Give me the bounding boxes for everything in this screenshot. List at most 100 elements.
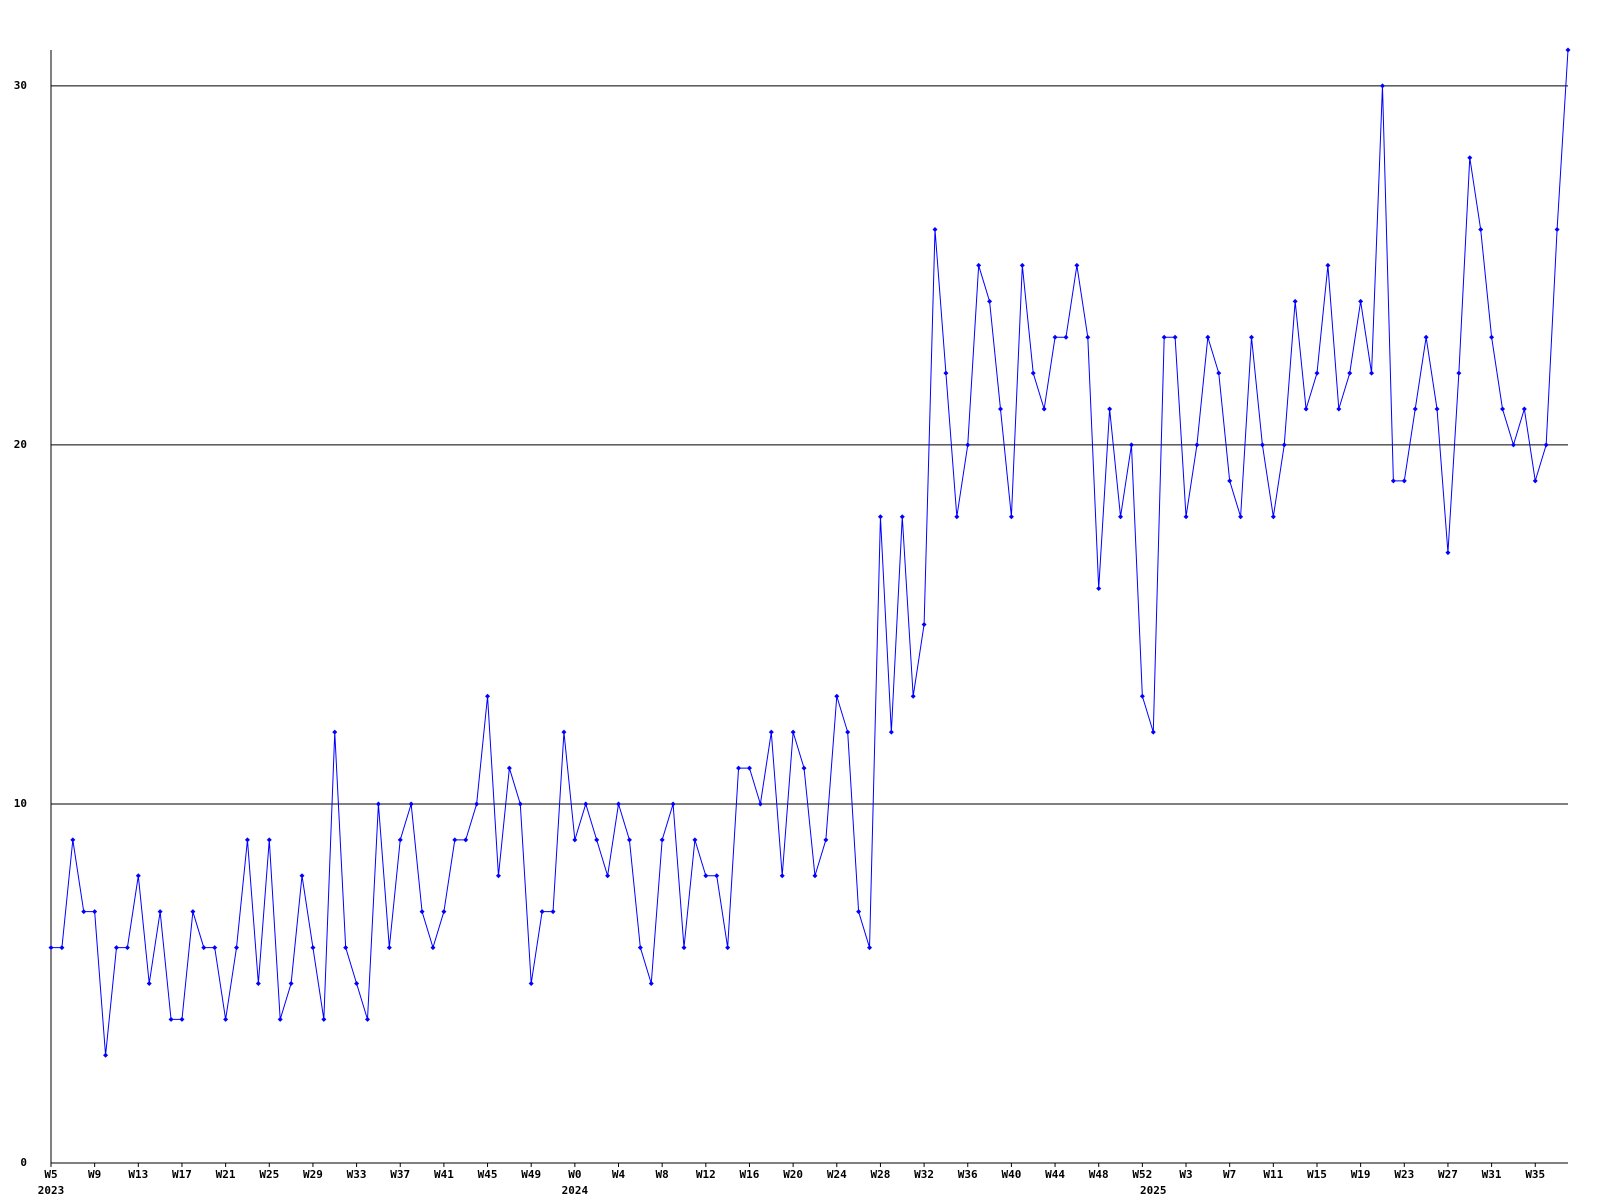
data-point [1172, 334, 1178, 340]
data-point [605, 873, 611, 879]
x-tick-label: W16 [740, 1168, 760, 1181]
data-point [1205, 334, 1211, 340]
x-tick-label: W13 [128, 1168, 148, 1181]
data-point [1052, 334, 1058, 340]
data-point [987, 298, 993, 304]
data-point [452, 837, 458, 843]
data-point [244, 837, 250, 843]
data-point [539, 909, 545, 915]
data-point [1401, 478, 1407, 484]
x-tick-label: W25 [259, 1168, 279, 1181]
x-tick-label: W29 [303, 1168, 323, 1181]
data-point [1379, 83, 1385, 89]
data-point [1118, 514, 1124, 520]
data-point [550, 909, 556, 915]
data-point [965, 442, 971, 448]
data-point [1543, 442, 1549, 448]
data-point [746, 765, 752, 771]
x-tick-label: W15 [1307, 1168, 1327, 1181]
x-year-label: 2024 [562, 1184, 589, 1197]
data-point [1347, 370, 1353, 376]
data-point [190, 909, 196, 915]
data-point [823, 837, 829, 843]
data-point [1292, 298, 1298, 304]
data-point [1085, 334, 1091, 340]
x-year-label: 2025 [1140, 1184, 1167, 1197]
data-point [81, 909, 87, 915]
data-point [1270, 514, 1276, 520]
x-year-label: 2023 [38, 1184, 65, 1197]
x-tick-label: W49 [521, 1168, 541, 1181]
data-point [408, 801, 414, 807]
data-point [255, 980, 261, 986]
data-point [1063, 334, 1069, 340]
data-point [386, 945, 392, 951]
data-point [1041, 406, 1047, 412]
x-tick-label: W31 [1482, 1168, 1502, 1181]
data-point [932, 227, 938, 233]
data-point [528, 980, 534, 986]
x-tick-label: W12 [696, 1168, 716, 1181]
data-point [976, 262, 982, 268]
data-point [1510, 442, 1516, 448]
x-tick-label: W11 [1263, 1168, 1283, 1181]
x-tick-label: W24 [827, 1168, 847, 1181]
data-point [648, 980, 654, 986]
data-point [845, 729, 851, 735]
data-point [1325, 262, 1331, 268]
data-point [1336, 406, 1342, 412]
data-point [1281, 442, 1287, 448]
y-tick-label: 30 [14, 79, 27, 92]
x-tick-label: W23 [1394, 1168, 1414, 1181]
data-point [310, 945, 316, 951]
data-point [1259, 442, 1265, 448]
data-point [212, 945, 218, 951]
x-tick-label: W27 [1438, 1168, 1458, 1181]
data-point [561, 729, 567, 735]
data-point [59, 945, 65, 951]
data-line [51, 49, 1569, 1056]
x-tick-label: W4 [612, 1168, 626, 1181]
data-point [441, 909, 447, 915]
x-tick-label: W19 [1351, 1168, 1371, 1181]
data-point [910, 693, 916, 699]
x-tick-label: W5 [44, 1168, 57, 1181]
data-point [594, 837, 600, 843]
data-point [1500, 406, 1506, 412]
data-point [1532, 478, 1538, 484]
data-point [572, 837, 578, 843]
data-point [364, 1016, 370, 1022]
data-point [1423, 334, 1429, 340]
data-point [616, 801, 622, 807]
data-point [168, 1016, 174, 1022]
data-point [1019, 262, 1025, 268]
data-point [375, 801, 381, 807]
data-point [637, 945, 643, 951]
data-point [1096, 586, 1102, 592]
data-point [790, 729, 796, 735]
x-tick-label: W7 [1223, 1168, 1236, 1181]
data-point [201, 945, 207, 951]
data-point [812, 873, 818, 879]
data-point [681, 945, 687, 951]
data-point [1521, 406, 1527, 412]
x-tick-label: W37 [390, 1168, 410, 1181]
x-tick-label: W40 [1001, 1168, 1021, 1181]
data-point [921, 621, 927, 627]
data-point [1216, 370, 1222, 376]
data-point [474, 801, 480, 807]
x-tick-label: W35 [1525, 1168, 1545, 1181]
data-point [146, 980, 152, 986]
data-point [801, 765, 807, 771]
data-point [856, 909, 862, 915]
data-point [103, 1052, 109, 1058]
data-point [714, 873, 720, 879]
data-point [124, 945, 130, 951]
data-point [703, 873, 709, 879]
data-point [1314, 370, 1320, 376]
data-point [899, 514, 905, 520]
x-tick-label: W36 [958, 1168, 978, 1181]
data-point [1478, 227, 1484, 233]
data-point [397, 837, 403, 843]
